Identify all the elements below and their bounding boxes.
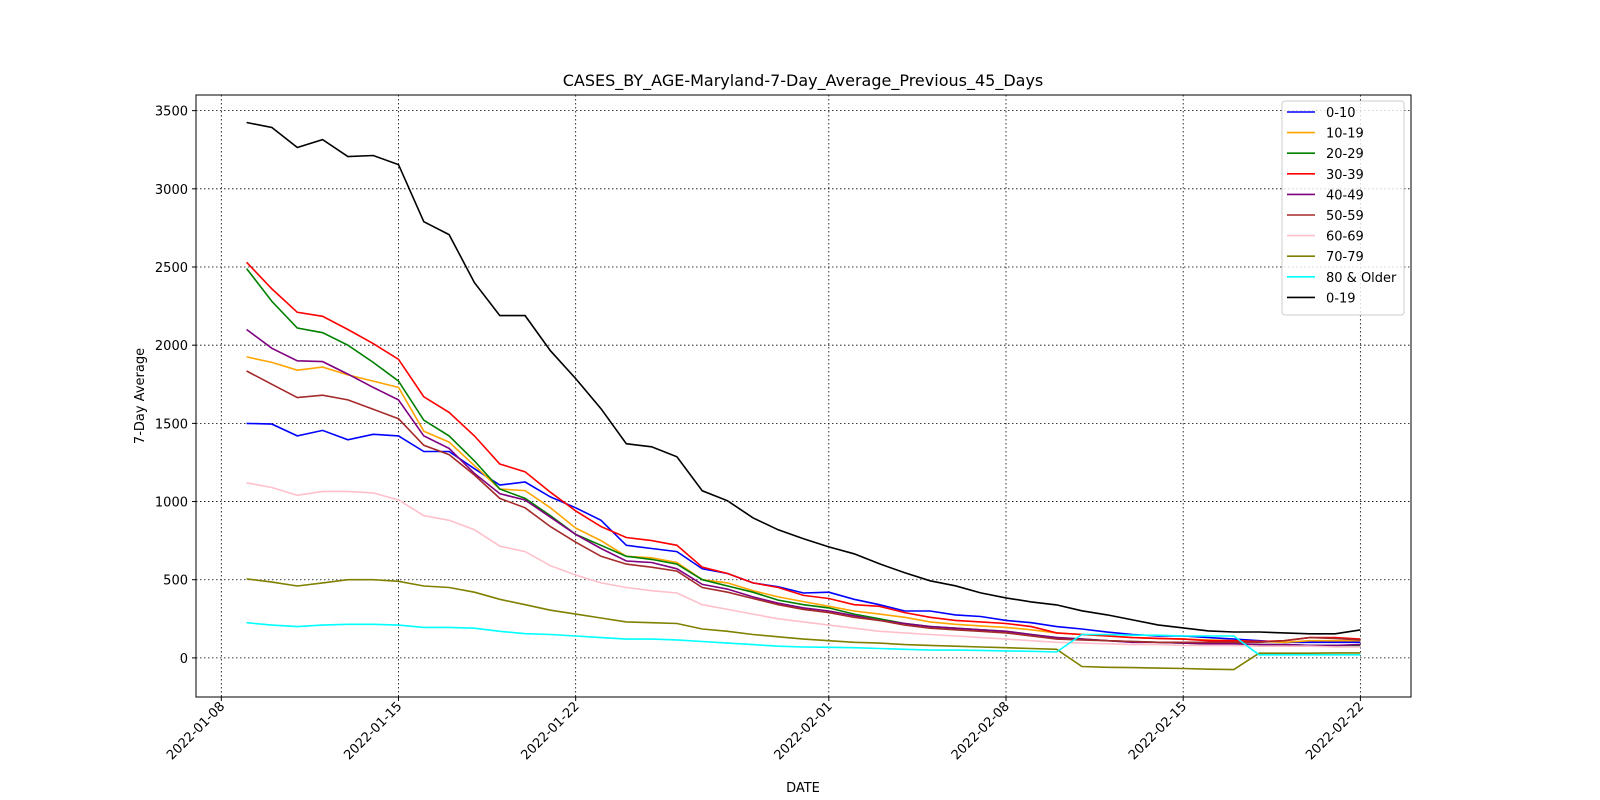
legend-label: 10-19	[1326, 127, 1364, 142]
series-line	[246, 482, 1361, 648]
legend-frame	[1281, 100, 1405, 316]
y-tick-label: 1500	[155, 417, 188, 432]
y-tick-label: 500	[163, 574, 188, 589]
plot-frame	[195, 94, 1412, 698]
legend-label: 70-79	[1326, 250, 1364, 265]
y-tick-label: 2500	[155, 261, 188, 276]
y-tick-label: 3500	[155, 105, 188, 120]
series-line	[246, 261, 1361, 643]
y-tick-label: 2000	[155, 339, 188, 354]
y-axis-label: 7-Day Average	[133, 348, 148, 444]
series-line	[246, 121, 1361, 635]
legend-label: 80 & Older	[1326, 271, 1397, 286]
chart-title: CASES_BY_AGE-Maryland-7-Day_Average_Prev…	[563, 71, 1044, 91]
legend-label: 0-19	[1326, 291, 1356, 306]
x-axis-label: DATE	[786, 781, 820, 796]
y-tick-label: 0	[180, 652, 188, 667]
series-line	[246, 370, 1361, 644]
series-line	[246, 621, 1361, 656]
legend-label: 50-59	[1326, 209, 1364, 224]
legend-label: 0-10	[1326, 106, 1356, 121]
legend-label: 40-49	[1326, 188, 1364, 203]
legend-label: 30-39	[1326, 168, 1364, 183]
y-tick-label: 1000	[155, 496, 188, 511]
legend-label: 60-69	[1326, 230, 1364, 245]
series-line	[246, 578, 1361, 671]
legend-label: 20-29	[1326, 147, 1364, 162]
y-tick-label: 3000	[155, 183, 188, 198]
